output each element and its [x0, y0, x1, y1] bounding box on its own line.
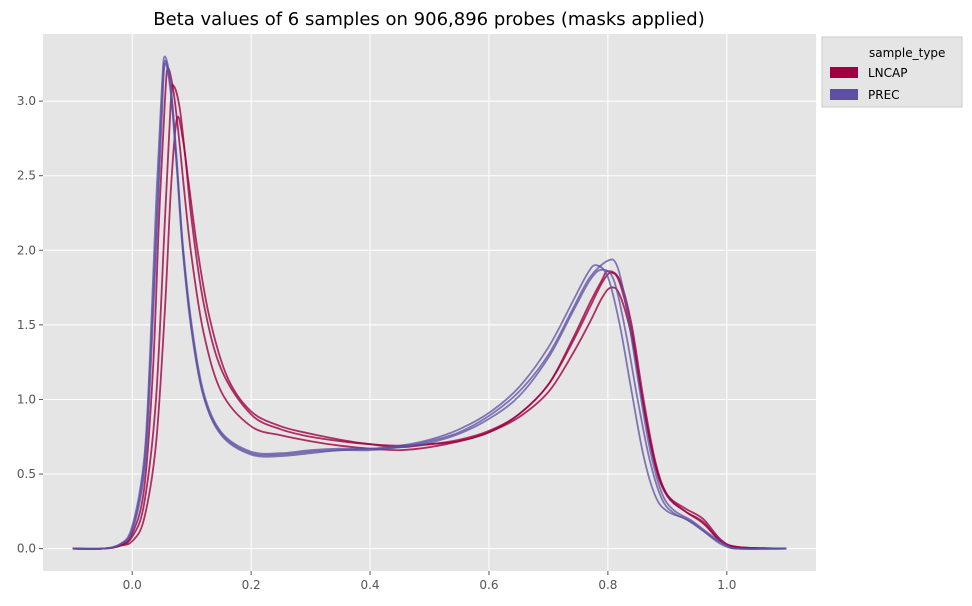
y-tick-label: 2.0 [17, 243, 36, 257]
y-tick-label: 1.0 [17, 392, 36, 406]
x-tick-label: 0.6 [479, 578, 498, 592]
y-axis-ticks: 0.0 0.5 1.0 1.5 2.0 2.5 3.0 [17, 94, 43, 556]
x-axis-ticks: 0.0 0.2 0.4 0.6 0.8 1.0 [123, 571, 736, 592]
density-line-prec-6 [72, 59, 787, 550]
legend-label-prec: PREC [868, 88, 900, 102]
y-tick-label: 1.5 [17, 318, 36, 332]
plot-area [43, 34, 816, 571]
chart-title: Beta values of 6 samples on 906,896 prob… [153, 9, 705, 30]
x-tick-label: 0.2 [242, 578, 261, 592]
legend-swatch-prec [830, 89, 858, 100]
x-tick-label: 1.0 [717, 578, 736, 592]
y-tick-label: 2.5 [17, 169, 36, 183]
legend-label-lncap: LNCAP [868, 66, 908, 80]
legend-swatch-lncap [830, 67, 858, 78]
legend: sample_type LNCAP PREC [821, 36, 963, 108]
y-tick-label: 0.0 [17, 542, 36, 556]
x-tick-label: 0.0 [123, 578, 142, 592]
y-tick-label: 0.5 [17, 467, 36, 481]
density-line-lncap-2 [72, 115, 787, 550]
x-tick-label: 0.4 [360, 578, 379, 592]
legend-title: sample_type [869, 46, 945, 60]
density-curves [72, 55, 787, 550]
y-tick-label: 3.0 [17, 94, 36, 108]
x-tick-label: 0.8 [598, 578, 617, 592]
